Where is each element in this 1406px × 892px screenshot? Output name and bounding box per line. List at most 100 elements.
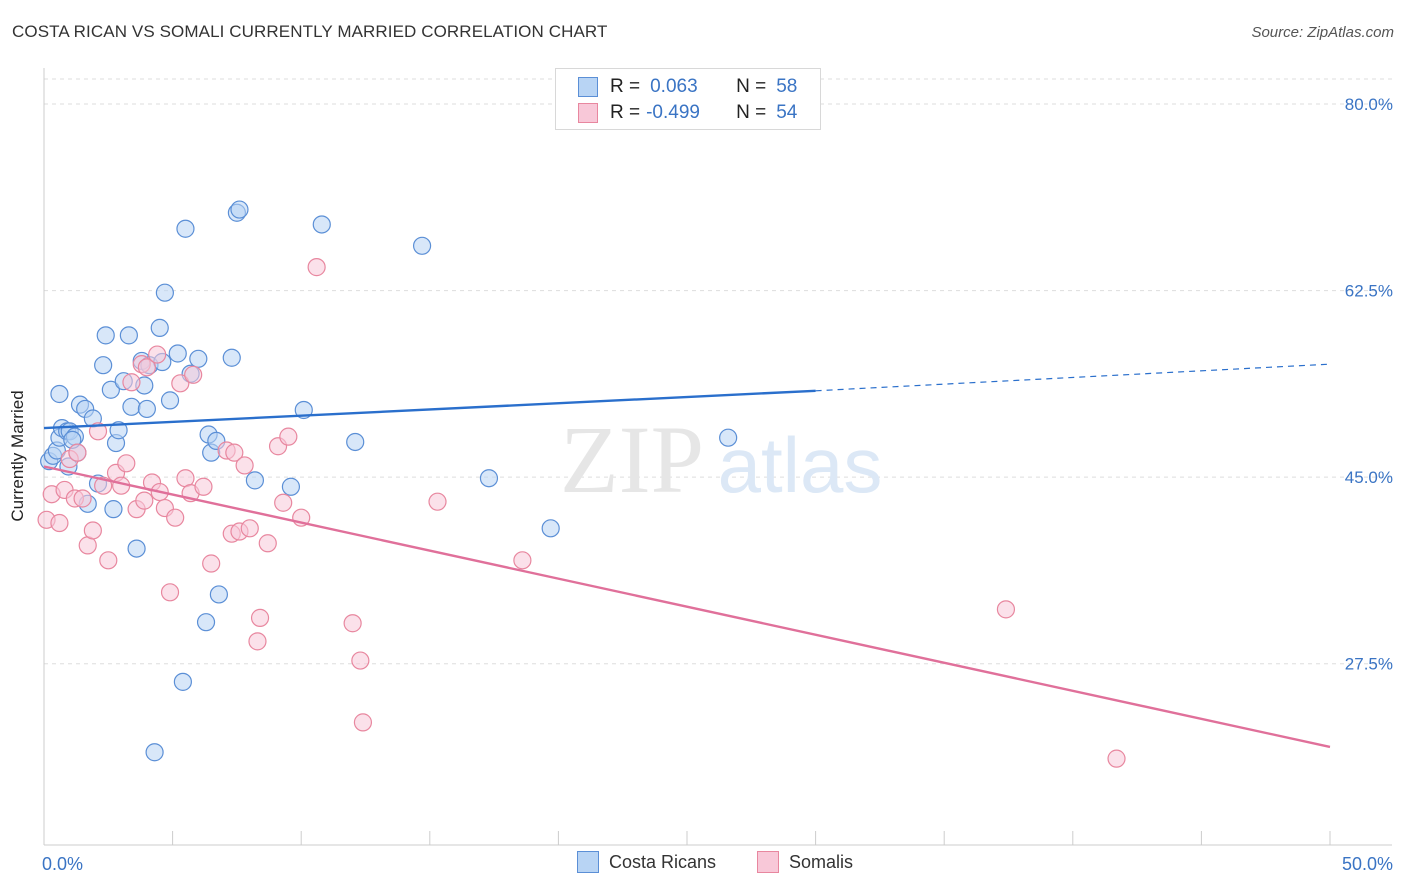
somali-point — [513, 551, 532, 570]
y-axis-label: Currently Married — [8, 390, 27, 522]
costa-rican-point — [173, 672, 192, 691]
stats-legend: R = 0.063 N = 58 R = -0.499 N = 54 — [555, 68, 821, 130]
trend-lines — [43, 363, 1331, 749]
x-tick-label: 50.0% — [1342, 854, 1393, 874]
somalis-swatch — [757, 851, 779, 873]
y-tick-label: 80.0% — [1345, 95, 1393, 114]
somali-point — [122, 373, 141, 392]
somali-point — [258, 534, 277, 553]
somali-point — [194, 477, 213, 496]
r-value: -0.499 — [646, 102, 700, 123]
source-label: Source: ZipAtlas.com — [1251, 24, 1394, 41]
costa-rican-point — [189, 349, 208, 368]
somali-point — [996, 600, 1016, 619]
costa-ricans-trend-extension — [815, 363, 1331, 392]
x-tick-label: 0.0% — [42, 854, 83, 874]
costa-rican-point — [230, 200, 249, 219]
somalis-trend-line — [43, 465, 1331, 749]
costa-rican-point — [101, 380, 120, 399]
costa-rican-point — [196, 613, 216, 632]
somali-point — [202, 554, 221, 573]
r-label: R = — [610, 102, 641, 123]
somali-point — [1107, 749, 1126, 768]
n-label: N = — [736, 76, 767, 97]
n-value: 54 — [776, 102, 798, 123]
somali-point — [225, 443, 244, 462]
somali-point — [428, 492, 447, 511]
stats-row-costa-ricans: R = 0.063 N = 58 — [578, 75, 797, 99]
somali-point — [171, 374, 190, 393]
stats-row-somalis: R = -0.499 N = 54 — [578, 101, 797, 125]
somali-point — [343, 614, 362, 633]
r-label: R = — [610, 76, 641, 97]
n-value: 58 — [776, 76, 798, 97]
costa-rican-point — [412, 236, 432, 255]
costa-rican-point — [145, 743, 164, 762]
costa-rican-point — [155, 283, 174, 302]
watermark-zip: ZIP — [560, 406, 704, 513]
y-tick-label: 27.5% — [1345, 655, 1393, 674]
somali-point — [148, 345, 167, 364]
costa-rican-point — [346, 432, 365, 452]
costa-rican-point — [719, 428, 738, 447]
costa-rican-point — [122, 397, 141, 416]
y-tick-label: 45.0% — [1345, 468, 1393, 487]
costa-rican-point — [137, 399, 156, 419]
costa-rican-point — [50, 384, 69, 404]
somali-point — [88, 422, 108, 441]
chart-title: COSTA RICAN VS SOMALI CURRENTLY MARRIED … — [12, 22, 608, 41]
costa-rican-point — [245, 471, 265, 490]
costa-ricans-swatch — [578, 77, 598, 97]
n-label: N = — [736, 102, 767, 123]
somali-point — [68, 443, 87, 462]
costa-rican-point — [312, 215, 331, 234]
costa-ricans-swatch — [577, 851, 599, 873]
costa-rican-point — [94, 356, 113, 375]
somali-point — [248, 632, 267, 651]
somali-point — [250, 608, 270, 627]
r-value: 0.063 — [650, 76, 698, 97]
data-points — [37, 200, 1126, 768]
somali-point — [240, 519, 259, 538]
legend-label: Costa Ricans — [609, 851, 717, 872]
tick-labels: 27.5% 45.0% 62.5% 80.0% 0.0% 50.0% — [42, 95, 1393, 874]
costa-rican-point — [209, 585, 228, 604]
costa-rican-point — [160, 391, 180, 410]
watermark: ZIP atlas — [560, 406, 882, 513]
costa-rican-point — [109, 421, 128, 440]
legend-item-somalis[interactable]: Somalis — [757, 851, 853, 873]
watermark-atlas: atlas — [718, 421, 883, 509]
y-tick-label: 62.5% — [1345, 282, 1393, 301]
somali-point — [307, 258, 326, 277]
costa-rican-point — [104, 500, 123, 519]
somali-point — [137, 358, 156, 377]
somali-point — [83, 521, 102, 540]
costa-rican-point — [168, 344, 187, 363]
costa-ricans-trend-line — [43, 389, 816, 430]
costa-rican-point — [119, 326, 138, 345]
costa-rican-point — [281, 477, 301, 496]
somali-point — [235, 456, 254, 475]
somali-point — [184, 365, 203, 384]
costa-rican-point — [541, 519, 560, 538]
costa-rican-point — [222, 348, 241, 367]
somali-point — [166, 508, 185, 527]
somalis-swatch — [578, 103, 598, 123]
somali-point — [351, 651, 370, 670]
somali-point — [73, 489, 92, 508]
legend-label: Somalis — [789, 851, 854, 872]
legend-item-costa-ricans[interactable]: Costa Ricans — [577, 851, 716, 873]
costa-rican-point — [96, 326, 115, 345]
somali-point — [50, 513, 69, 533]
costa-rican-point — [479, 469, 499, 488]
somali-point — [99, 551, 118, 570]
somali-point — [353, 713, 373, 732]
costa-rican-point — [150, 318, 169, 337]
somali-point — [279, 427, 298, 446]
somali-point — [117, 454, 136, 473]
somali-point — [135, 491, 154, 510]
costa-rican-point — [127, 539, 146, 558]
somali-point — [160, 583, 180, 602]
series-legend: Costa Ricans Somalis — [0, 851, 1406, 877]
